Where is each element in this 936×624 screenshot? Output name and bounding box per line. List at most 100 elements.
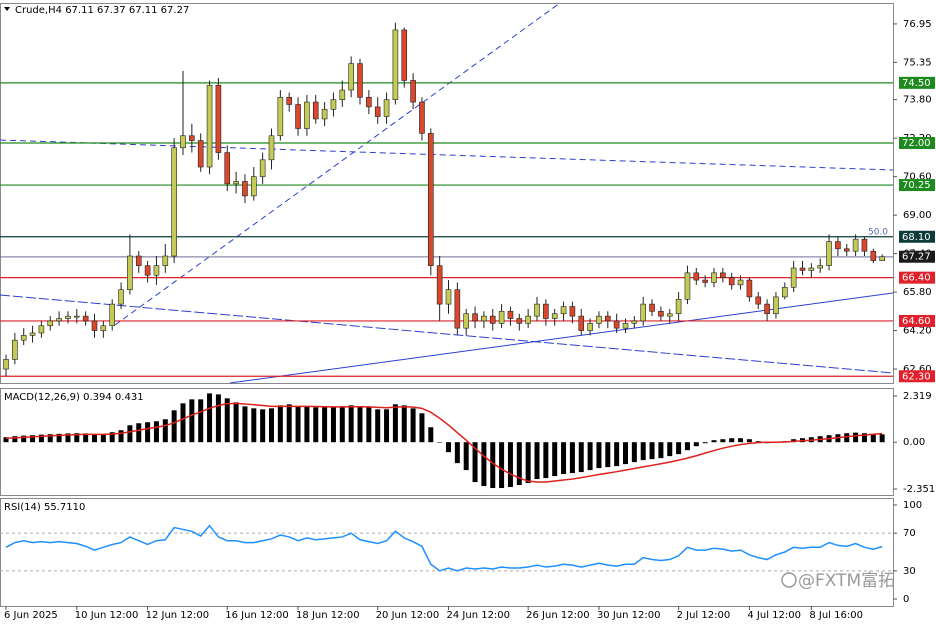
dropdown-icon[interactable] <box>4 7 10 11</box>
candle-body <box>764 303 770 315</box>
x-tick-label: 30 Jun 12:00 <box>597 610 661 621</box>
macd-bar <box>189 399 195 443</box>
macd-bar <box>738 438 744 443</box>
candle-body <box>268 135 275 161</box>
macd-bar <box>83 433 89 443</box>
macd-bar <box>667 442 673 457</box>
current-price-label: 67.27 <box>899 250 935 263</box>
candle-body <box>357 63 363 98</box>
candle-body <box>65 315 71 319</box>
macd-bar <box>118 430 124 443</box>
macd-bar <box>879 434 885 443</box>
candle-body <box>162 255 169 266</box>
macd-bar <box>481 442 487 487</box>
macd-bar <box>12 436 18 443</box>
macd-bar <box>410 408 416 443</box>
macd-bar <box>348 405 354 443</box>
current-price-text: 67.27 <box>902 252 931 263</box>
y-tick-label: 0.00 <box>903 437 925 448</box>
macd-bar <box>596 442 602 469</box>
macd-bar <box>286 404 292 443</box>
candle-body <box>100 325 107 331</box>
candle-body <box>790 267 797 288</box>
candle-body <box>304 101 310 129</box>
macd-bar <box>552 442 558 477</box>
macd-bar <box>269 408 274 443</box>
level-label: 66.40 <box>899 271 935 284</box>
macd-bar <box>100 434 106 443</box>
macd-bar <box>65 433 71 443</box>
macd-bar <box>853 432 859 443</box>
y-tick-label: 2.319 <box>903 391 932 402</box>
macd-bar <box>463 442 469 471</box>
current-price-box <box>899 250 935 263</box>
macd-bar <box>3 437 9 443</box>
y-tick-label: 0 <box>903 594 909 605</box>
macd-bar <box>729 438 735 443</box>
watermark-icon <box>781 572 797 588</box>
price-layer: 76.9575.3573.8072.2070.6069.0067.4065.80… <box>0 19 935 621</box>
macd-bar <box>366 407 372 443</box>
candle-body <box>879 256 885 261</box>
level-label: 72.00 <box>899 136 935 149</box>
candle-body <box>259 159 266 177</box>
macd-bar <box>587 442 593 471</box>
candle-body <box>861 238 868 252</box>
macd-bar <box>711 440 717 443</box>
macd-bar <box>330 407 336 443</box>
candle-body <box>242 181 248 197</box>
macd-bar <box>499 442 505 489</box>
candle-body <box>127 255 133 290</box>
macd-bar <box>74 433 80 443</box>
candle-body <box>666 313 673 317</box>
trend-line <box>0 139 894 171</box>
macd-bar <box>251 408 257 443</box>
symbol: Crude,H4 <box>15 5 62 16</box>
macd-bar <box>392 404 398 443</box>
macd-bar <box>295 406 301 443</box>
macd-bar <box>658 442 664 459</box>
macd-bar <box>490 442 496 489</box>
macd-bar <box>180 403 186 443</box>
macd-bar <box>561 442 567 475</box>
candle-body <box>773 296 779 315</box>
candle-body <box>649 303 655 312</box>
candle-body <box>870 250 877 261</box>
x-tick-label: 24 Jun 12:00 <box>447 610 511 621</box>
macd-bar <box>47 434 53 443</box>
level-box <box>899 370 935 383</box>
candle-body <box>286 96 293 105</box>
level-box <box>899 179 935 192</box>
candle-body <box>587 323 593 331</box>
macd-bar <box>224 398 230 443</box>
candle-body <box>551 313 558 319</box>
macd-bar <box>171 410 177 443</box>
x-tick-label: 8 Jul 16:00 <box>809 610 863 621</box>
macd-bar <box>207 393 213 443</box>
candle-body <box>392 29 399 100</box>
level-label: 70.25 <box>899 179 935 192</box>
macd-bar <box>623 442 628 465</box>
candle-body <box>569 306 576 317</box>
x-tick-label: 10 Jun 12:00 <box>75 610 139 621</box>
candle-body <box>295 104 301 129</box>
candle-body <box>206 84 213 168</box>
candle-body <box>401 29 408 81</box>
candle-body <box>489 315 496 324</box>
candle-body <box>38 325 45 334</box>
y-tick-label: 100 <box>903 500 922 511</box>
macd-bar <box>631 442 637 463</box>
candle-body <box>330 99 337 110</box>
y-tick-label: 70.60 <box>903 172 932 183</box>
header-open: 67.11 <box>65 5 94 16</box>
macd-bar <box>454 442 460 464</box>
macd-bar <box>543 442 549 479</box>
candle-body <box>817 265 824 269</box>
macd-bar <box>693 442 699 447</box>
trend-line <box>0 294 894 374</box>
level-text: 74.50 <box>902 78 931 89</box>
candle-body <box>144 265 151 276</box>
macd-bar <box>507 442 513 488</box>
